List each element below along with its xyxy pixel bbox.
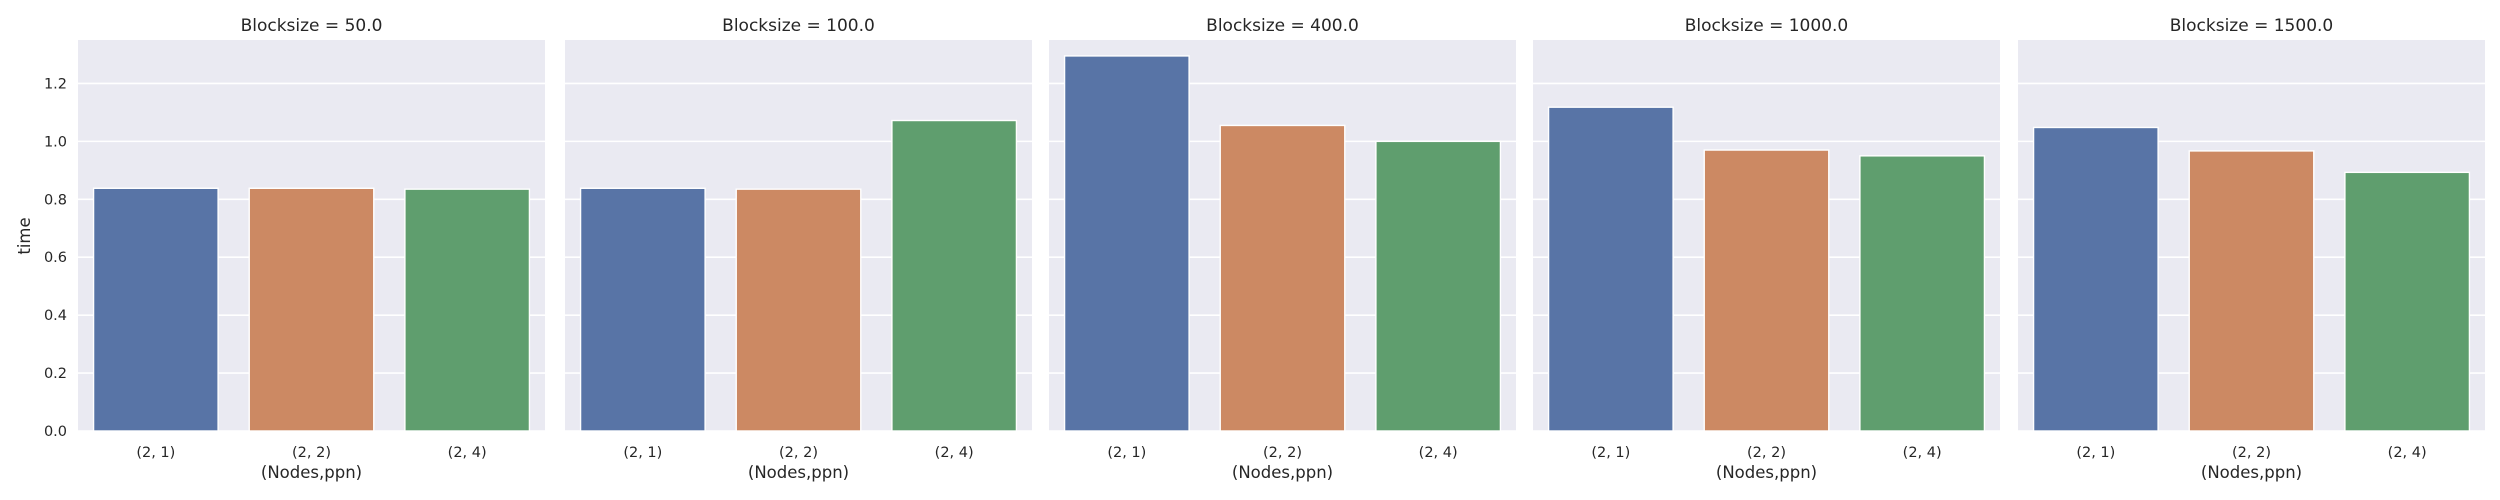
y-tick-label: 0.4 xyxy=(44,308,67,324)
x-tick-label: (2, 4) xyxy=(1903,445,1942,461)
x-axis-label: (Nodes,ppn) xyxy=(1232,463,1333,482)
y-tick-label: 0.6 xyxy=(44,250,67,266)
x-axis-label: (Nodes,ppn) xyxy=(748,463,849,482)
x-tick-label: (2, 2) xyxy=(2232,445,2271,461)
x-tick-label: (2, 4) xyxy=(1419,445,1458,461)
bar xyxy=(1703,149,1830,432)
bar xyxy=(891,119,1018,432)
facet-panels: 0.0 0.2 0.4 0.6 0.8 1.0 1.2 Blocksize = 50.0 (2,… xyxy=(44,16,2485,482)
x-tick-label: (2, 2) xyxy=(779,445,818,461)
facet-panel-3: Blocksize = 400.0 (2, 1) (2, 2) (2, 4) (Node… xyxy=(1049,16,1516,482)
bar xyxy=(1375,140,1502,432)
bar xyxy=(1063,55,1190,432)
facet-panel-2: Blocksize = 100.0 (2, 1) (2, 2) (2, 4) (Node… xyxy=(565,16,1032,482)
bar xyxy=(404,188,531,432)
y-axis-label: time xyxy=(15,217,34,254)
y-tick-label: 0.0 xyxy=(44,424,67,440)
x-tick-label: (2, 2) xyxy=(292,445,331,461)
panel-title: Blocksize = 1000.0 xyxy=(1685,16,1848,36)
panel-title: Blocksize = 400.0 xyxy=(1206,16,1359,36)
bar xyxy=(1219,124,1346,432)
x-tick-label: (2, 4) xyxy=(448,445,487,461)
x-tick-label: (2, 1) xyxy=(623,445,662,461)
bar xyxy=(1859,155,1986,432)
bar xyxy=(2344,171,2471,432)
x-tick-label: (2, 2) xyxy=(1747,445,1786,461)
bar xyxy=(579,187,706,432)
x-axis-label: (Nodes,ppn) xyxy=(261,463,362,482)
panel-title: Blocksize = 1500.0 xyxy=(2170,16,2333,36)
x-tick-label: (2, 4) xyxy=(935,445,974,461)
bar xyxy=(2032,126,2159,432)
x-tick-label: (2, 4) xyxy=(2388,445,2427,461)
bar xyxy=(248,187,375,432)
panel-title: Blocksize = 50.0 xyxy=(241,16,383,36)
facet-panel-1: 0.0 0.2 0.4 0.6 0.8 1.0 1.2 Blocksize = 50.0 (2,… xyxy=(44,16,545,482)
bar xyxy=(92,187,219,432)
x-axis-label: (Nodes,ppn) xyxy=(1716,463,1817,482)
panel-title: Blocksize = 100.0 xyxy=(722,16,875,36)
x-tick-label: (2, 1) xyxy=(1591,445,1630,461)
bar xyxy=(1547,106,1674,432)
x-tick-label: (2, 2) xyxy=(1263,445,1302,461)
y-tick-label: 1.0 xyxy=(44,134,67,150)
x-axis-label: (Nodes,ppn) xyxy=(2201,463,2302,482)
facet-panel-4: Blocksize = 1000.0 (2, 1) (2, 2) (2, 4) (Nod… xyxy=(1533,16,2000,482)
bar xyxy=(2188,150,2315,432)
x-tick-label: (2, 1) xyxy=(136,445,175,461)
y-tick-label: 1.2 xyxy=(44,76,67,92)
y-tick-label: 0.2 xyxy=(44,366,67,382)
x-tick-label: (2, 1) xyxy=(2076,445,2115,461)
x-tick-label: (2, 1) xyxy=(1107,445,1146,461)
bar xyxy=(735,188,862,432)
y-tick-label: 0.8 xyxy=(44,192,67,208)
facet-panel-5: Blocksize = 1500.0 (2, 1) (2, 2) (2, 4) (Nod… xyxy=(2018,16,2485,482)
